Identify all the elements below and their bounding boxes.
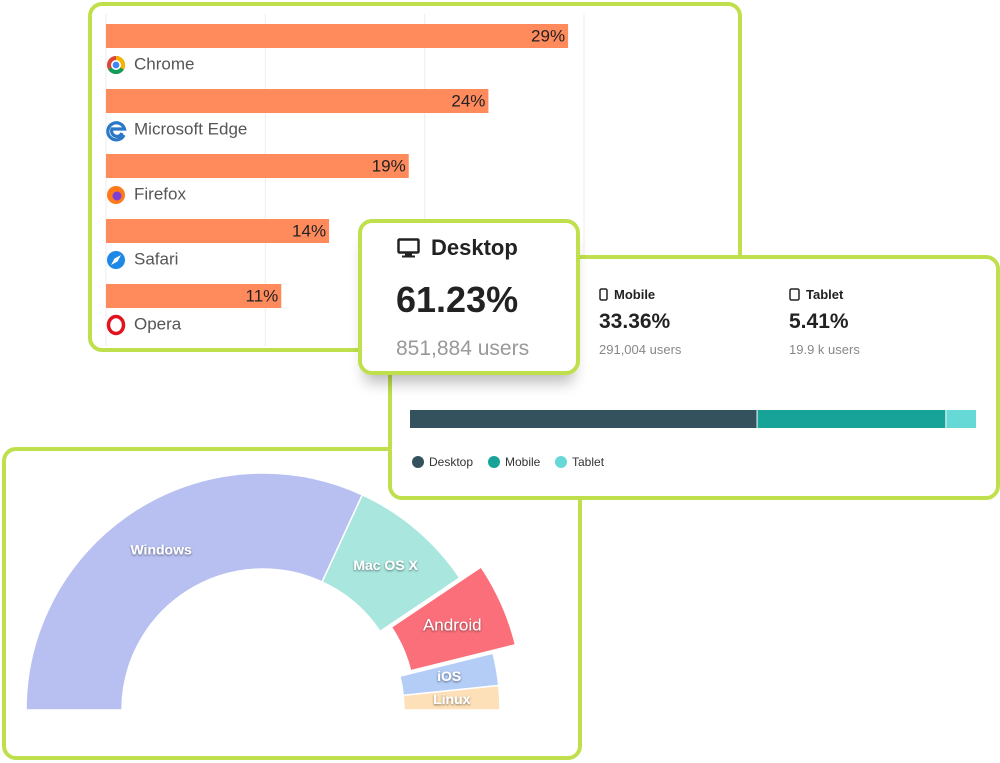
stacked-segment — [946, 410, 976, 428]
tablet-value: 5.41% — [789, 310, 849, 333]
mobile-heading: Mobile — [599, 287, 681, 302]
device-card: Mobile 33.36% 291,004 users Tablet 5.41%… — [388, 255, 1000, 500]
pie-slice — [25, 472, 364, 711]
bar-value-label: 11% — [246, 286, 279, 305]
tablet-heading: Tablet — [789, 287, 860, 302]
slice-label: Mac OS X — [353, 557, 418, 573]
opera-icon — [106, 314, 126, 336]
pie-slice — [390, 565, 517, 672]
mobile-users: 291,004 users — [599, 342, 682, 357]
legend-swatch — [488, 456, 500, 468]
chrome-icon-ring — [110, 59, 121, 70]
legend-swatch — [412, 456, 424, 468]
slice-label: Android — [423, 616, 482, 635]
browser-label: Microsoft Edge — [134, 119, 247, 138]
tablet-block: Tablet 5.41% 19.9 k users — [789, 287, 860, 357]
browser-label: Chrome — [134, 54, 194, 73]
desktop-value: 61.23% — [396, 279, 519, 320]
browser-label: Opera — [134, 314, 182, 333]
tablet-users: 19.9 k users — [789, 342, 860, 357]
bar — [106, 154, 409, 178]
bar — [106, 89, 489, 113]
firefox-icon-inner — [112, 191, 122, 201]
desktop-heading: Desktop — [397, 235, 518, 261]
browser-chart: 29% Chrome 24% Microsoft Edge 19% Firefox 14% S… — [105, 14, 585, 346]
pie-slice — [402, 684, 501, 711]
slice-label: Windows — [130, 542, 192, 558]
bar — [106, 24, 569, 48]
browser-label: Firefox — [134, 184, 186, 203]
os-chart: Windows Mac OS X Android iOS Linux — [25, 472, 517, 711]
tablet-name: Tablet — [806, 287, 844, 302]
stacked-segment — [410, 410, 757, 428]
legend-swatch — [555, 456, 567, 468]
bar-value-label: 19% — [372, 156, 406, 175]
stacked-segment — [757, 410, 946, 428]
mobile-icon — [599, 288, 608, 301]
legend-label: Mobile — [505, 455, 541, 469]
mobile-block: Mobile 33.36% 291,004 users — [599, 287, 681, 357]
tablet-icon — [789, 288, 800, 301]
legend-label: Tablet — [572, 455, 605, 469]
bar — [106, 219, 330, 243]
mobile-name: Mobile — [614, 287, 656, 302]
safari-icon-needle — [111, 255, 121, 265]
bar-value-label: 24% — [451, 91, 485, 110]
bar-value-label: 29% — [531, 26, 565, 45]
edge-icon — [106, 121, 127, 142]
browser-label: Safari — [134, 249, 178, 268]
mobile-value: 33.36% — [599, 310, 671, 333]
pie-slice — [321, 493, 461, 633]
device-chart: Desktop Mobile Tablet — [410, 410, 976, 469]
slice-label: iOS — [437, 668, 461, 684]
slice-label: Linux — [433, 691, 471, 707]
desktop-icon — [397, 238, 420, 258]
desktop-name: Desktop — [431, 235, 518, 260]
legend-label: Desktop — [429, 455, 473, 469]
bar-value-label: 14% — [292, 221, 326, 240]
desktop-card: Desktop 61.23% 851,884 users — [358, 219, 580, 375]
bar — [106, 284, 282, 308]
desktop-users: 851,884 users — [396, 337, 530, 360]
